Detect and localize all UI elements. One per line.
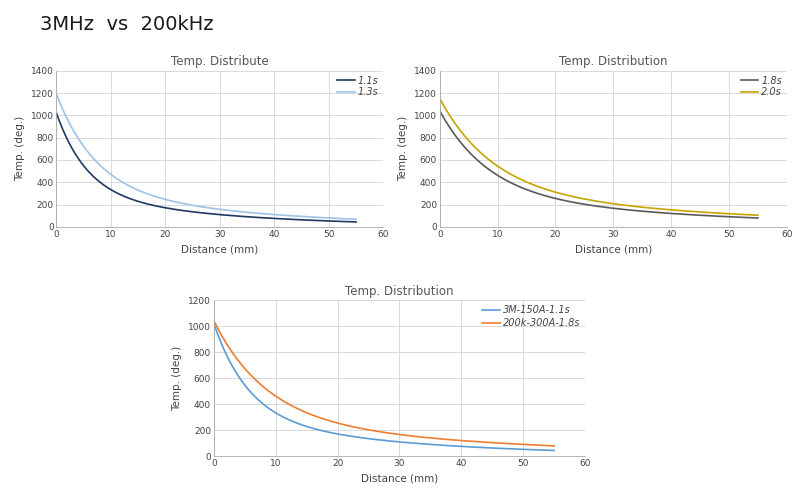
1.1s [105,186,115,192]
2.0s [675,207,684,213]
X-axis label: Distance (mm): Distance (mm) [182,244,258,254]
Legend: 1.1s, 1.3s: 1.1s, 1.3s [337,76,378,97]
Y-axis label: Temp. (deg.): Temp. (deg.) [173,346,182,411]
Text: 3MHz  vs  200kHz: 3MHz vs 200kHz [40,15,214,34]
Line: 1.1s: 1.1s [56,113,356,222]
2.0s [647,205,657,211]
200k-300A-1.8s [409,433,419,439]
1.8s [579,201,588,207]
3M-150A-1.1s [465,444,475,450]
200k-300A-1.8s [296,407,306,413]
200k-300A-1.8s [465,438,475,444]
2.0s [491,162,501,168]
Legend: 1.8s, 2.0s: 1.8s, 2.0s [741,76,782,97]
3M-150A-1.1s [209,321,219,326]
200k-300A-1.8s [550,443,559,449]
1.3s [278,212,287,218]
1.1s [252,214,261,220]
1.8s [647,209,657,215]
2.0s [753,212,763,218]
1.1s [187,209,197,215]
1.1s [278,216,287,222]
1.1s [52,110,61,116]
1.3s [228,208,238,214]
2.0s [579,196,588,202]
1.8s [675,211,684,217]
1.3s [187,202,197,208]
3M-150A-1.1s [363,436,373,442]
1.1s [128,197,138,203]
1.8s [491,171,501,177]
Y-axis label: Temp. (deg.): Temp. (deg.) [15,116,25,182]
Y-axis label: Temp. (deg.): Temp. (deg.) [399,116,408,182]
1.3s [52,91,61,97]
1.3s [252,210,261,216]
3M-150A-1.1s [409,440,419,446]
1.1s [228,213,238,219]
X-axis label: Distance (mm): Distance (mm) [361,474,438,484]
2.0s [516,177,526,183]
1.8s [435,108,445,114]
1.8s [516,184,526,190]
1.3s [128,185,138,191]
200k-300A-1.8s [209,318,219,324]
Title: Temp. Distribution: Temp. Distribution [345,285,454,298]
3M-150A-1.1s [437,442,446,448]
Line: 1.3s: 1.3s [56,94,356,219]
3M-150A-1.1s [270,409,279,415]
200k-300A-1.8s [437,436,446,442]
3M-150A-1.1s [550,447,559,453]
1.8s [622,207,632,213]
Line: 1.8s: 1.8s [440,111,758,218]
200k-300A-1.8s [363,427,373,433]
Legend: 3M-150A-1.1s, 200k-300A-1.8s: 3M-150A-1.1s, 200k-300A-1.8s [483,305,580,328]
2.0s [622,203,632,208]
200k-300A-1.8s [270,392,279,398]
1.3s [351,216,361,222]
3M-150A-1.1s [296,422,306,427]
1.8s [753,215,763,221]
2.0s [435,96,445,102]
1.3s [105,170,115,176]
Line: 2.0s: 2.0s [440,99,758,215]
Line: 3M-150A-1.1s: 3M-150A-1.1s [214,324,554,450]
Line: 200k-300A-1.8s: 200k-300A-1.8s [214,321,554,446]
X-axis label: Distance (mm): Distance (mm) [575,244,652,254]
Title: Temp. Distribution: Temp. Distribution [559,55,667,68]
1.1s [351,219,361,225]
Title: Temp. Distribute: Temp. Distribute [171,55,269,68]
